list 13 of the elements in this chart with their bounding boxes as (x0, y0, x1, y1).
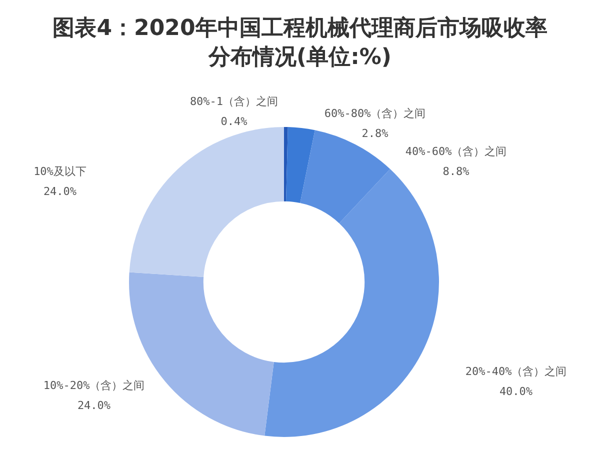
slice-label: 80%-1（含）之间 (190, 94, 278, 108)
slice-label: 10%及以下 (34, 164, 86, 178)
data-label: 8.8% (442, 164, 470, 178)
data-label: 24.0% (43, 184, 77, 198)
slice-label: 40%-60%（含）之间 (405, 144, 507, 158)
chart-title: 图表4：2020年中国工程机械代理商后市场吸收率分布情况(单位:%) (52, 14, 548, 72)
data-label: 24.0% (77, 398, 111, 412)
slice-label: 20%-40%（含）之间 (465, 364, 567, 378)
slice-label: 60%-80%（含）之间 (324, 106, 426, 120)
data-label: 0.4% (220, 114, 248, 128)
data-label: 40.0% (499, 384, 533, 398)
slice-label: 10%-20%（含）之间 (43, 378, 145, 392)
data-label: 2.8% (362, 126, 389, 140)
